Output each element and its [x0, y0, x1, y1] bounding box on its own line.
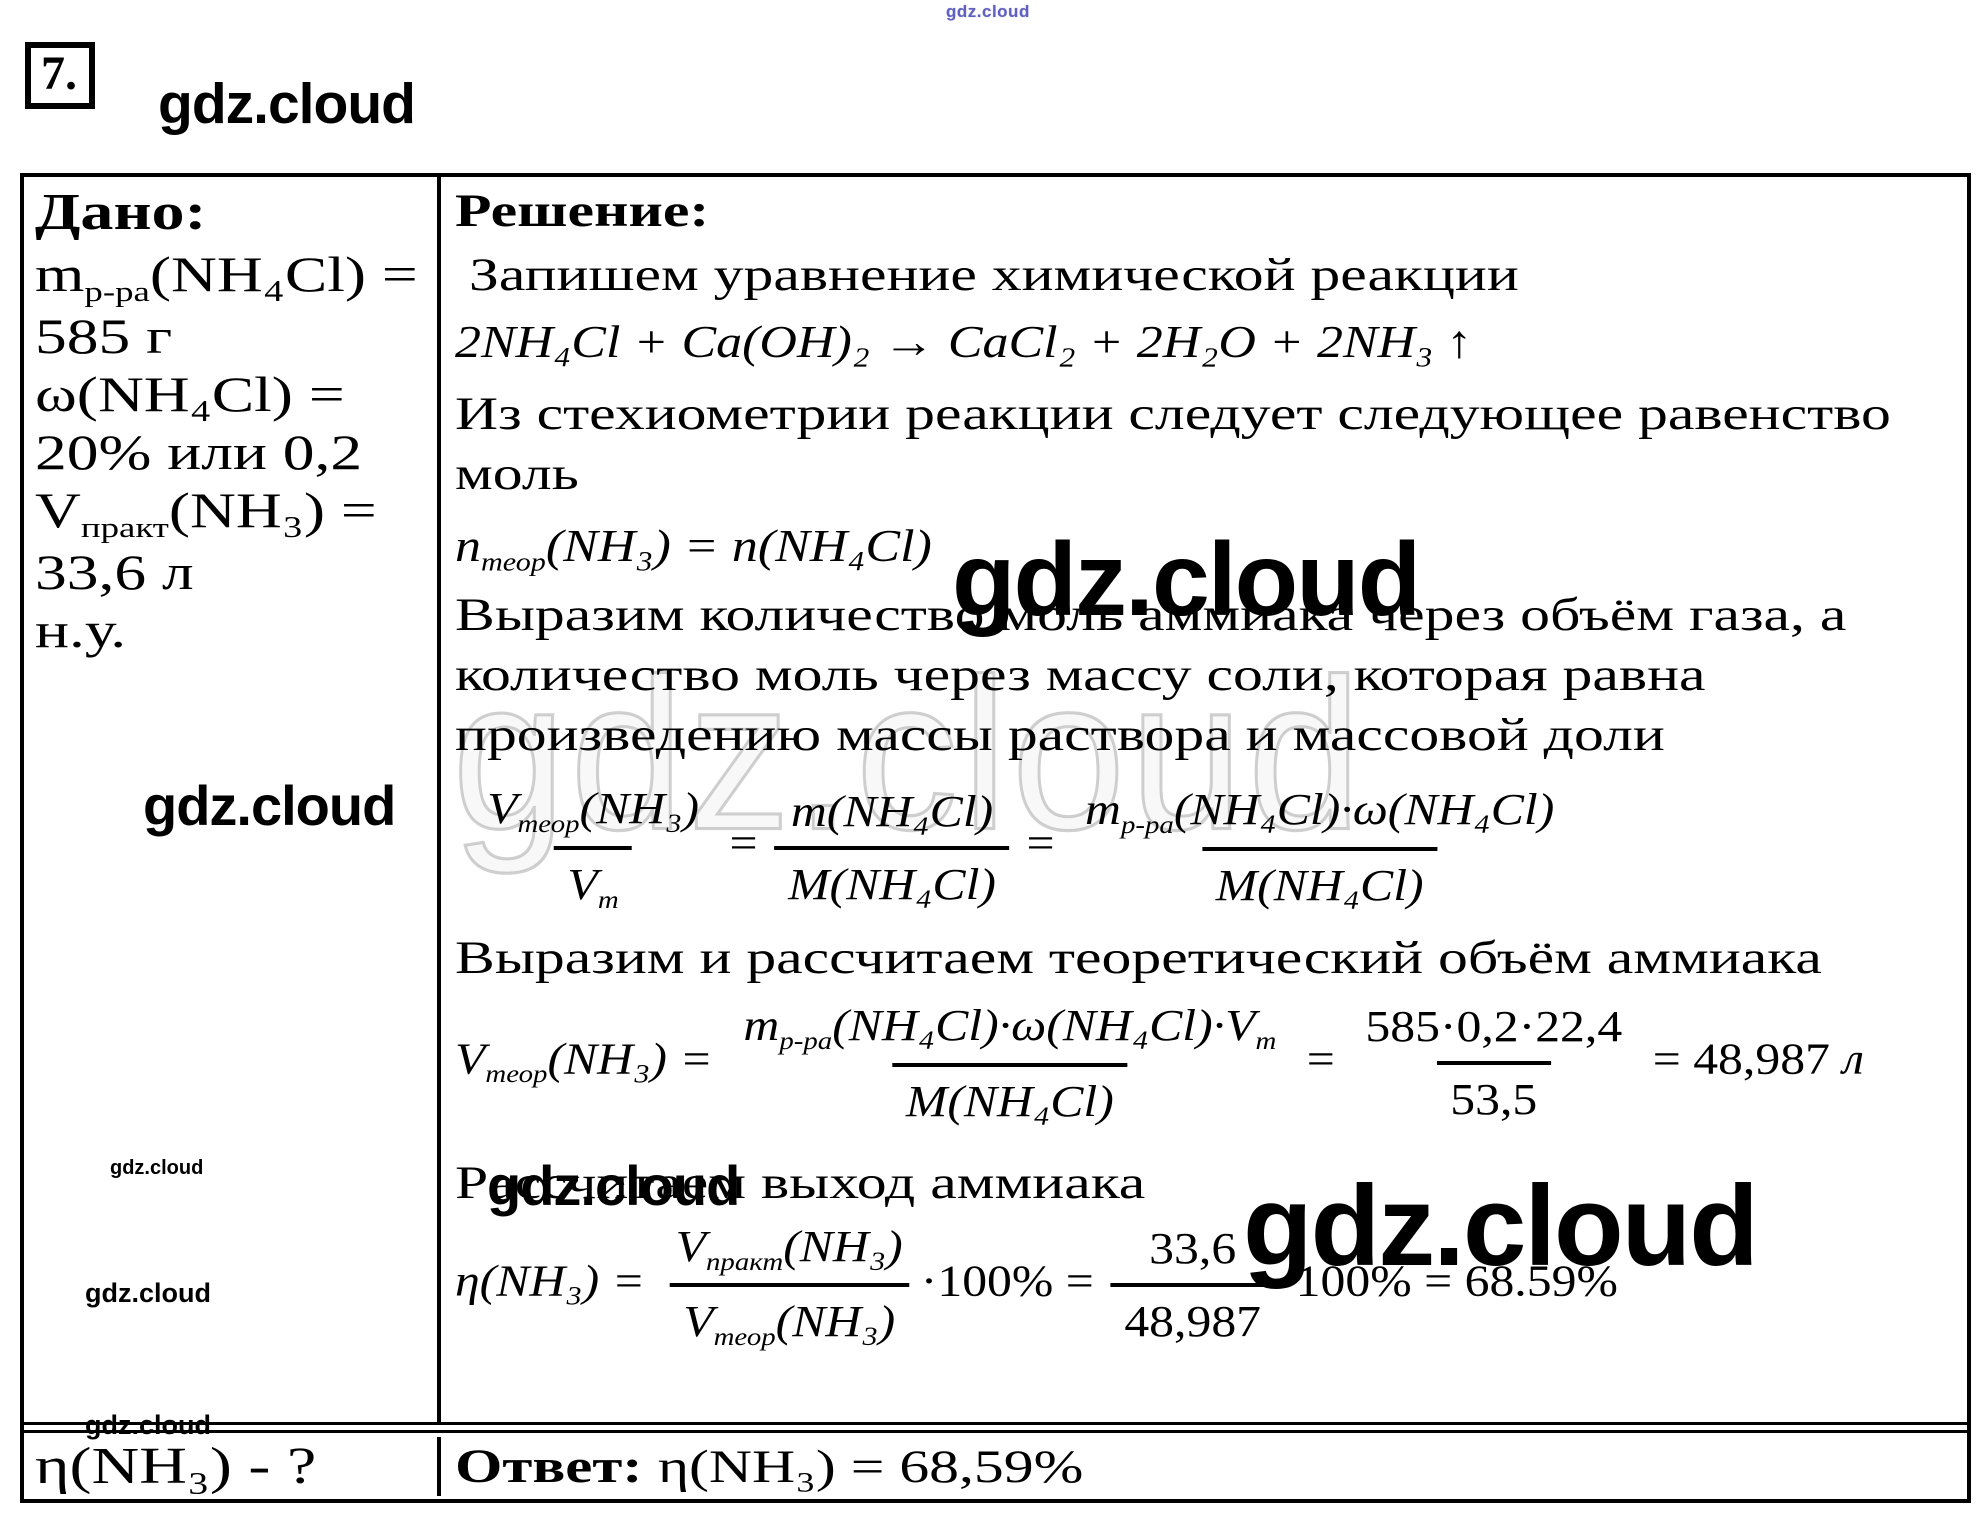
answer-cell: Ответ: η(NH₃) = 68,59%	[441, 1439, 1967, 1494]
reaction-equation: 2NH₄Cl + Ca(OH)₂ → CaCl₂ + 2H₂O + 2NH₃ ↑	[455, 316, 1473, 368]
solution-header: Решение:	[455, 185, 710, 237]
table-main-row: Дано: mр-ра(NH₄Cl) = 585 г ω(NH₄Cl) = 20…	[24, 177, 1967, 1422]
solution-step1: Запишем уравнение химической реакции	[469, 249, 1519, 302]
given-volume-line: Vпракт(NH₃) =	[35, 481, 377, 545]
solution-step3-line2: количество моль через массу соли, котора…	[455, 648, 1706, 701]
solution-cell: Решение: Запишем уравнение химической ре…	[441, 177, 1967, 1422]
problem-number-box: 7.	[25, 42, 95, 109]
table-divider	[24, 1422, 1967, 1433]
given-omega-line: ω(NH₄Cl) =	[35, 365, 345, 422]
watermark-left-small-1: gdz.cloud	[110, 1157, 204, 1179]
given-cell: Дано: mр-ра(NH₄Cl) = 585 г ω(NH₄Cl) = 20…	[24, 177, 441, 1422]
problem-number: 7.	[41, 47, 77, 100]
solution-step3-line1: Выразим количество моль аммиака через об…	[455, 588, 1847, 641]
solution-step2-line2: моль	[455, 448, 579, 501]
given-volume-value: 33,6 л	[35, 544, 194, 601]
given-mass-value: 585 г	[35, 307, 173, 364]
answer-label: Ответ:	[455, 1439, 643, 1493]
given-header: Дано:	[35, 184, 207, 241]
watermark-bottom-huge: gdz.cloud	[1243, 1163, 1759, 1290]
question-cell: η(NH₃) - ?	[24, 1436, 441, 1496]
solution-table: Дано: mр-ра(NH₄Cl) = 585 г ω(NH₄Cl) = 20…	[20, 173, 1971, 1503]
watermark-ghost: gdz.cloud	[451, 634, 1366, 875]
watermark-title: gdz.cloud	[158, 72, 416, 136]
question-text: η(NH₃) - ?	[35, 1437, 317, 1495]
v-theoretical-formula: Vтеор(NH₃) = mр-ра(NH₄Cl)·ω(NH₄Cl)·Vm M(N…	[455, 1001, 1865, 1126]
watermark-bottom-mid: gdz.cloud	[487, 1154, 740, 1217]
given-conditions: н.у.	[35, 602, 127, 659]
watermark-left-small-3: gdz.cloud	[85, 1410, 211, 1440]
solution-step2-line1: Из стехиометрии реакции следует следующе…	[455, 388, 1891, 441]
eta-yield-formula: η(NH₃) = Vпракт(NH₃) Vтеор(NH₃) ·100% = 33…	[455, 1221, 1618, 1352]
table-answer-row: η(NH₃) - ? Ответ: η(NH₃) = 68,59%	[24, 1433, 1967, 1499]
solution-step5: Рассчитаем выход аммиака	[455, 1156, 1146, 1209]
solution-step4: Выразим и рассчитаем теоретический объём…	[455, 931, 1822, 984]
fraction-chain-formula: Vтеор(NH₃) Vm = m(NH₄Cl) M(NH₄Cl) = mр-ра(…	[487, 784, 1555, 914]
mol-equality-formula: nтеор(NH₃) = n(NH₄Cl)	[455, 519, 932, 576]
solution-step3-line3: произведению массы раствора и массовой д…	[455, 708, 1665, 761]
given-mass-line: mр-ра(NH₄Cl) =	[35, 245, 418, 308]
watermark-top-small: gdz.cloud	[946, 2, 1030, 21]
given-omega-value: 20% или 0,2	[35, 423, 363, 480]
watermark-left-middle: gdz.cloud	[143, 774, 396, 837]
watermark-left-small-2: gdz.cloud	[85, 1278, 211, 1308]
watermark-inline-large: gdz.cloud	[952, 522, 1421, 638]
answer-value: η(NH₃) = 68,59%	[657, 1440, 1084, 1493]
